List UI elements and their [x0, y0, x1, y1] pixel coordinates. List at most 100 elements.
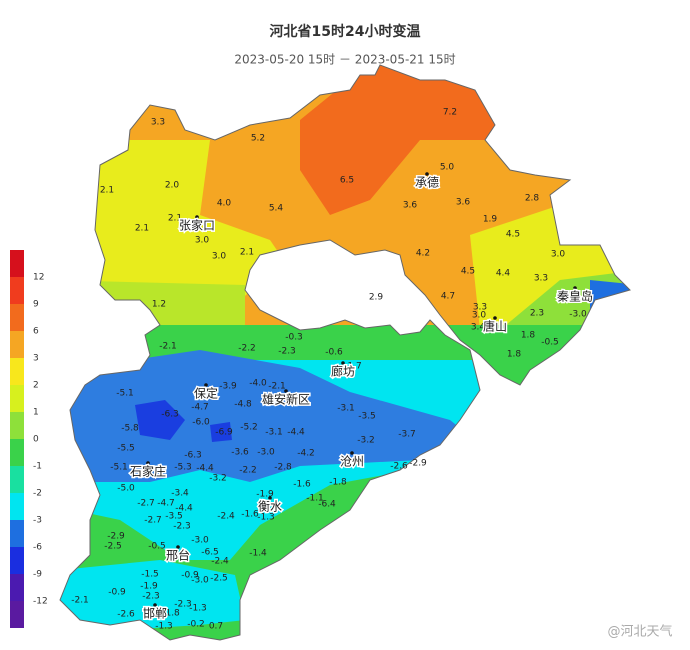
station-value: -2.1: [159, 342, 177, 352]
station-value: 1.2: [152, 300, 166, 310]
station-value: 4.7: [441, 292, 455, 302]
legend-swatch: [10, 439, 24, 466]
legend-label: -1: [33, 462, 42, 472]
city-dot: [268, 496, 272, 500]
station-value: 3.3: [534, 274, 548, 284]
station-value: 2.1: [240, 248, 254, 258]
station-value: 3.0: [195, 236, 210, 246]
city-name: 邢台: [166, 548, 190, 563]
legend-label: 2: [33, 381, 39, 391]
station-value: -0.6: [325, 348, 343, 358]
station-value: -3.1: [337, 404, 355, 414]
station-value: -0.9: [108, 588, 126, 598]
city-dot: [204, 383, 208, 387]
station-value: 2.1: [135, 224, 149, 234]
station-value: -2.3: [174, 600, 192, 610]
station-value: -1.7: [344, 362, 362, 372]
station-value: -3.2: [209, 474, 227, 484]
station-value: 2.8: [525, 194, 540, 204]
station-value: 3.0: [212, 252, 227, 262]
station-value: -2.8: [274, 463, 292, 473]
station-value: -2.3: [173, 522, 191, 532]
station-value: -6.9: [215, 428, 233, 438]
station-value: -5.5: [117, 444, 135, 454]
station-value: 5.0: [440, 163, 455, 173]
station-value: -5.0: [117, 484, 135, 494]
station-value: -2.9: [107, 532, 125, 542]
city-name: 沧州: [340, 454, 364, 469]
city-name: 唐山: [483, 319, 507, 334]
legend-label: 3: [33, 354, 39, 364]
station-value: -5.8: [121, 424, 139, 434]
station-value: -6.4: [318, 500, 336, 510]
legend-label: 0: [33, 435, 39, 445]
station-value: -1.3: [155, 622, 173, 632]
legend-swatch: [10, 520, 24, 547]
legend-swatch: [10, 250, 24, 277]
station-value: 2.1: [168, 214, 182, 224]
station-value: 4.2: [416, 249, 430, 259]
station-value: -0.5: [541, 338, 559, 348]
title: 河北省15时24小时变温: [270, 23, 421, 40]
city-dot: [493, 316, 497, 320]
station-value: -4.7: [191, 403, 209, 413]
legend-swatch: [10, 493, 24, 520]
city-name: 承德: [415, 175, 439, 190]
station-value: 6.5: [340, 176, 354, 186]
city-name: 廊坊: [331, 364, 355, 379]
station-value: 3.0: [472, 311, 487, 321]
city-name: 秦皇岛: [557, 289, 593, 304]
legend-label: 9: [33, 300, 39, 310]
station-value: -4.4: [287, 428, 305, 438]
station-value: -4.4: [196, 464, 214, 474]
station-value: 3.3: [473, 303, 487, 313]
city-dot: [350, 451, 354, 455]
station-value: -3.0: [191, 576, 209, 586]
city-dot: [146, 461, 150, 465]
legend-swatch: [10, 412, 24, 439]
station-value: 3.6: [456, 198, 471, 208]
station-value: 2.9: [369, 293, 384, 303]
station-value: -3.4: [171, 489, 189, 499]
station-value: -4.4: [175, 504, 193, 514]
station-value: -3.5: [165, 512, 183, 522]
station-value: -2.4: [211, 557, 229, 567]
city-dot: [341, 361, 345, 365]
color-legend: 12 9 6 3 2 1 0 -1 -2 -3 -6 -9 -12: [10, 250, 48, 628]
legend-label: -2: [33, 489, 42, 499]
station-value: 3.4: [471, 323, 486, 333]
station-value: 5.2: [251, 134, 265, 144]
legend-swatch: [10, 601, 24, 628]
station-value: -5.1: [116, 389, 134, 399]
legend-swatch: [10, 385, 24, 412]
station-value: 2.1: [100, 186, 114, 196]
station-value: 5.4: [269, 204, 284, 214]
station-value: -2.7: [137, 499, 155, 509]
station-value: 4.5: [461, 267, 475, 277]
city-dot: [284, 389, 288, 393]
station-value: -3.0: [569, 310, 587, 320]
station-value: -2.5: [210, 574, 228, 584]
province-border: [59, 64, 631, 641]
station-value: -1.5: [141, 570, 159, 580]
watermark: @河北天气: [607, 624, 672, 640]
station-value: 1.8: [521, 331, 536, 341]
station-value: -0.2: [187, 620, 205, 630]
station-value: -2.5: [104, 542, 122, 552]
station-value: 0.7: [209, 622, 223, 632]
legend-label: -9: [33, 570, 42, 580]
station-value: -0.3: [285, 333, 303, 343]
legend-label: 12: [33, 273, 44, 283]
station-value: 3.0: [551, 250, 566, 260]
station-value: -1.3: [257, 513, 275, 523]
legend-swatch: [10, 331, 24, 358]
station-value: 3.3: [151, 118, 165, 128]
station-value: -1.8: [329, 478, 347, 488]
station-value: -2.2: [239, 466, 257, 476]
station-value: -5.2: [240, 423, 258, 433]
city-dot: [153, 603, 157, 607]
station-value: -1.3: [189, 604, 207, 614]
station-value: -2.2: [238, 344, 256, 354]
station-value: -4.2: [297, 449, 315, 459]
